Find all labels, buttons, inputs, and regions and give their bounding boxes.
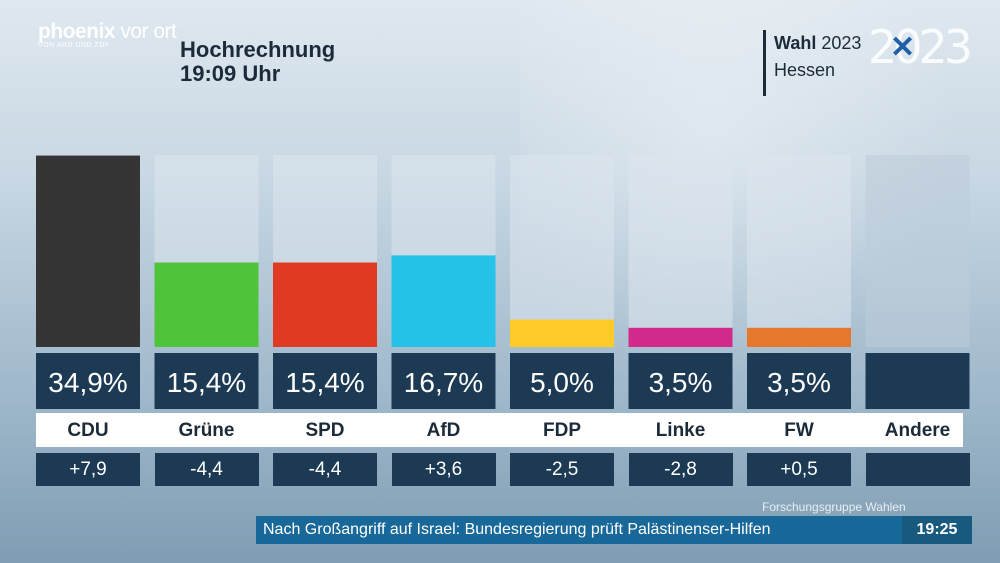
party-name-afd: AfD — [426, 420, 461, 441]
value-label-fw: 3,5% — [767, 367, 831, 398]
election-badge: Wahl 2023 Hessen — [763, 30, 861, 96]
logo-bold: phoenix — [38, 20, 116, 43]
value-box-afd — [391, 353, 496, 409]
value-box-spd — [273, 353, 377, 409]
page-title: Hochrechnung 19:09 Uhr — [180, 38, 335, 86]
bar-bg-fw — [747, 155, 851, 347]
diff-andere — [865, 453, 970, 486]
party-name-cdu: CDU — [67, 420, 109, 441]
news-ticker: Nach Großangriff auf Israel: Bundesregie… — [256, 516, 902, 544]
value-label-spd: 15,4% — [285, 367, 364, 398]
bar-chart: 34,9% 15,4% 15,4% 16,7% 5,0% 3,5% 3,5% — [36, 155, 970, 409]
title-line2: 19:09 Uhr — [180, 61, 281, 86]
bar-grne — [154, 262, 259, 347]
value-box-fw — [747, 353, 851, 409]
bar-fw — [747, 327, 851, 347]
bar-afd — [391, 255, 496, 347]
ballot-cross-icon: ✕ — [890, 31, 916, 64]
value-box-cdu — [36, 353, 140, 409]
bar-fdp — [510, 319, 614, 347]
party-name-spd: SPD — [305, 420, 345, 441]
logo-thin: vor ort — [115, 20, 177, 43]
title-line1: Hochrechnung — [180, 37, 336, 62]
broadcaster-logo: phoenix vor ort VON ARD UND ZDF — [38, 20, 177, 49]
badge-year: 2023 — [816, 33, 862, 53]
clock: 19:25 — [902, 516, 972, 544]
party-name-strip — [36, 413, 963, 447]
diff-grne: -4,4 — [154, 453, 259, 486]
party-name-fw: FW — [784, 420, 814, 441]
party-name-linke: Linke — [655, 420, 706, 441]
value-label-linke: 3,5% — [649, 367, 713, 398]
diff-spd: -4,4 — [273, 453, 377, 486]
party-name-fdp: FDP — [543, 420, 581, 441]
diff-linke: -2,8 — [628, 453, 733, 486]
diff-cdu: +7,9 — [36, 453, 140, 486]
party-name-andere: Andere — [884, 420, 951, 441]
party-name-grne: Grüne — [178, 420, 235, 441]
badge-word: Wahl — [774, 33, 817, 53]
year-mark: 2023 — [868, 20, 973, 74]
value-box-linke — [628, 353, 733, 409]
bar-bg-fdp — [510, 155, 614, 347]
value-label-fdp: 5,0% — [530, 367, 594, 398]
value-box-grne — [154, 353, 259, 409]
value-box-fdp — [510, 353, 614, 409]
value-box-andere — [865, 353, 970, 409]
diff-afd: +3,6 — [391, 453, 496, 486]
logo-sub: VON ARD UND ZDF — [38, 42, 110, 49]
diff-fdp: -2,5 — [510, 453, 614, 486]
value-label-grne: 15,4% — [167, 367, 246, 398]
bar-bg-linke — [628, 155, 733, 347]
value-label-cdu: 34,9% — [48, 367, 127, 398]
bar-linke — [628, 327, 733, 347]
diff-fw: +0,5 — [747, 453, 851, 486]
badge-region: Hessen — [774, 60, 836, 80]
value-label-afd: 16,7% — [404, 367, 483, 398]
bar-cdu — [36, 155, 140, 347]
bar-bg-andere — [865, 155, 970, 347]
source-label: Forschungsgruppe Wahlen — [762, 500, 906, 514]
bar-spd — [273, 262, 377, 347]
